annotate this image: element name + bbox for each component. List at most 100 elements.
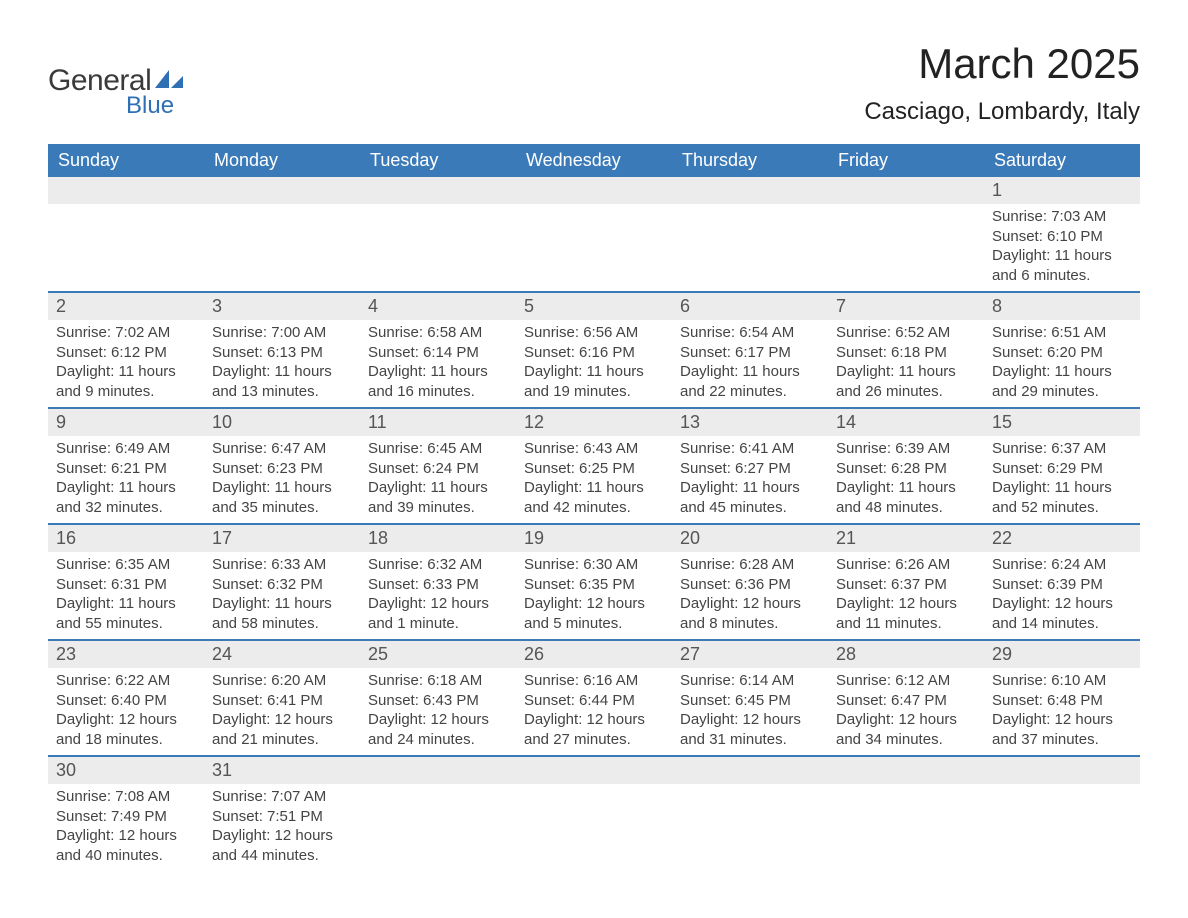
sunset-line: Sunset: 6:32 PM [212,575,352,595]
day-number [48,177,204,204]
day-details [360,204,516,213]
daylight-line: Daylight: 12 hours and 37 minutes. [992,710,1132,749]
calendar-cell [672,757,828,871]
sunrise-line: Sunrise: 6:10 AM [992,671,1132,691]
day-number [360,177,516,204]
day-number [360,757,516,784]
sunrise-line: Sunrise: 6:18 AM [368,671,508,691]
day-number: 16 [48,525,204,552]
sunrise-line: Sunrise: 6:12 AM [836,671,976,691]
dayname-header: Sunday [48,144,204,177]
calendar-cell: 18Sunrise: 6:32 AMSunset: 6:33 PMDayligh… [360,525,516,639]
calendar-cell [828,757,984,871]
calendar-week: 16 Sunrise: 6:35 AMSunset: 6:31 PM Dayligh… [48,523,1140,639]
day-number: 11 [360,409,516,436]
day-number [672,177,828,204]
day-number [828,177,984,204]
calendar-cell [360,757,516,871]
day-details [672,784,828,793]
sunrise-line: Sunrise: 6:33 AM [212,555,352,575]
calendar-cell: 10Sunrise: 6:47 AMSunset: 6:23 PMDayligh… [204,409,360,523]
calendar-cell: 12Sunrise: 6:43 AMSunset: 6:25 PMDayligh… [516,409,672,523]
sunrise-line: Sunrise: 7:00 AM [212,323,352,343]
daylight-line: Daylight: 11 hours and 29 minutes. [992,362,1132,401]
dayname-header: Thursday [672,144,828,177]
sunset-line: Sunset: 6:13 PM [212,343,352,363]
day-details: Sunrise: 6:18 AMSunset: 6:43 PMDaylight:… [360,668,516,755]
calendar-cell [516,757,672,871]
calendar-cell [984,757,1140,871]
day-number: 25 [360,641,516,668]
sunrise-line: Sunrise: 6:14 AM [680,671,820,691]
day-number [516,177,672,204]
day-number: 15 [984,409,1140,436]
day-number: 20 [672,525,828,552]
brand-line2: Blue [126,92,185,120]
brand-sail-icon [155,68,185,95]
sunrise-line: Sunrise: 6:24 AM [992,555,1132,575]
day-details: Sunrise: 6:14 AMSunset: 6:45 PMDaylight:… [672,668,828,755]
day-details [204,204,360,213]
day-details: Sunrise: 6:51 AMSunset: 6:20 PMDaylight:… [984,320,1140,407]
calendar-cell: 13Sunrise: 6:41 AMSunset: 6:27 PMDayligh… [672,409,828,523]
day-details: Sunrise: 6:12 AMSunset: 6:47 PMDaylight:… [828,668,984,755]
sunset-line: Sunset: 6:45 PM [680,691,820,711]
dayname-header: Monday [204,144,360,177]
calendar-body: 1Sunrise: 7:03 AMSunset: 6:10 PMDaylight… [48,177,1140,871]
sunrise-line: Sunrise: 6:20 AM [212,671,352,691]
day-details: Sunrise: 6:26 AMSunset: 6:37 PMDaylight:… [828,552,984,639]
daylight-line: Daylight: 11 hours and 39 minutes. [368,478,508,517]
day-details: Sunrise: 7:08 AMSunset: 7:49 PMDaylight:… [48,784,204,871]
location: Casciago, Lombardy, Italy [864,98,1140,126]
calendar-cell: 26Sunrise: 6:16 AMSunset: 6:44 PMDayligh… [516,641,672,755]
day-details: Sunrise: 6:56 AMSunset: 6:16 PMDaylight:… [516,320,672,407]
day-details [828,204,984,213]
sunset-line: Sunset: 6:43 PM [368,691,508,711]
sunset-line: Sunset: 6:33 PM [368,575,508,595]
daylight-line: Daylight: 11 hours and 52 minutes. [992,478,1132,517]
brand-logo: General Blue [48,64,185,120]
day-details [828,784,984,793]
day-details: Sunrise: 6:16 AMSunset: 6:44 PMDaylight:… [516,668,672,755]
day-details: Sunrise: 6:49 AMSunset: 6:21 PMDaylight:… [48,436,204,523]
calendar-cell: 31Sunrise: 7:07 AMSunset: 7:51 PMDayligh… [204,757,360,871]
daylight-line: Daylight: 11 hours and 32 minutes. [56,478,196,517]
calendar-cell [48,177,204,291]
sunrise-line: Sunrise: 6:41 AM [680,439,820,459]
calendar-cell [672,177,828,291]
calendar-cell: 22Sunrise: 6:24 AMSunset: 6:39 PMDayligh… [984,525,1140,639]
calendar-cell: 20Sunrise: 6:28 AMSunset: 6:36 PMDayligh… [672,525,828,639]
day-details: Sunrise: 6:45 AMSunset: 6:24 PMDaylight:… [360,436,516,523]
sunset-line: Sunset: 6:14 PM [368,343,508,363]
day-details: Sunrise: 7:07 AMSunset: 7:51 PMDaylight:… [204,784,360,871]
day-details: Sunrise: 6:32 AMSunset: 6:33 PMDaylight:… [360,552,516,639]
sunrise-line: Sunrise: 6:35 AM [56,555,196,575]
calendar-cell: 11Sunrise: 6:45 AMSunset: 6:24 PMDayligh… [360,409,516,523]
sunrise-line: Sunrise: 6:43 AM [524,439,664,459]
daylight-line: Daylight: 12 hours and 8 minutes. [680,594,820,633]
day-number: 22 [984,525,1140,552]
calendar-cell: 30Sunrise: 7:08 AMSunset: 7:49 PMDayligh… [48,757,204,871]
day-number: 31 [204,757,360,784]
sunrise-line: Sunrise: 6:45 AM [368,439,508,459]
sunrise-line: Sunrise: 6:37 AM [992,439,1132,459]
dayname-header: Wednesday [516,144,672,177]
calendar-cell: 5Sunrise: 6:56 AMSunset: 6:16 PMDaylight… [516,293,672,407]
daylight-line: Daylight: 12 hours and 14 minutes. [992,594,1132,633]
calendar-week: 2Sunrise: 7:02 AMSunset: 6:12 PMDaylight… [48,291,1140,407]
dayname-header: Saturday [984,144,1140,177]
calendar-cell: 15Sunrise: 6:37 AMSunset: 6:29 PMDayligh… [984,409,1140,523]
day-number: 29 [984,641,1140,668]
daylight-line: Daylight: 12 hours and 31 minutes. [680,710,820,749]
day-number: 8 [984,293,1140,320]
day-number: 5 [516,293,672,320]
sunset-line: Sunset: 6:37 PM [836,575,976,595]
sunset-line: Sunset: 6:31 PM [56,575,196,595]
day-details: Sunrise: 6:10 AMSunset: 6:48 PMDaylight:… [984,668,1140,755]
day-details [984,784,1140,793]
day-number: 14 [828,409,984,436]
day-number: 1 [984,177,1140,204]
daylight-line: Daylight: 11 hours and 35 minutes. [212,478,352,517]
calendar-cell: 3Sunrise: 7:00 AMSunset: 6:13 PMDaylight… [204,293,360,407]
day-number [204,177,360,204]
